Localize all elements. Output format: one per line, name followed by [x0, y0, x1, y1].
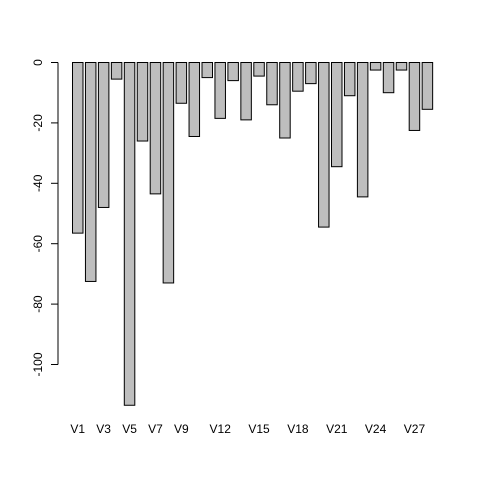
bar-v6 — [136, 62, 149, 142]
bar-v17 — [279, 62, 291, 139]
x-tick-label-v3: V3 — [96, 422, 111, 436]
bar-v11 — [201, 62, 213, 79]
x-tick-label-v27: V27 — [404, 422, 426, 436]
bar-v5 — [123, 62, 136, 406]
x-tick-label-v21: V21 — [326, 422, 348, 436]
x-tick-label-v7: V7 — [148, 422, 163, 436]
y-tick-label: -40 — [31, 174, 45, 192]
bar-v13 — [227, 62, 239, 82]
bar-v21 — [331, 62, 343, 168]
x-tick-label-v9: V9 — [174, 422, 189, 436]
bar-v4 — [110, 62, 123, 80]
bar-v16 — [266, 62, 278, 106]
bar-v15 — [253, 62, 265, 77]
bar-v10 — [188, 62, 201, 137]
y-tick-label: -80 — [31, 295, 45, 313]
bar-v14 — [240, 62, 252, 121]
bar-v28 — [421, 62, 434, 110]
bar-v12 — [214, 62, 226, 119]
x-tick-label-v5: V5 — [122, 422, 137, 436]
x-tick-label-v18: V18 — [287, 422, 309, 436]
bar-v25 — [382, 62, 395, 94]
bars — [72, 62, 434, 406]
y-axis: 0 -20 -40 -60 -80 -100 — [31, 59, 59, 377]
x-tick-label-v15: V15 — [248, 422, 270, 436]
y-tick-label: -100 — [31, 352, 45, 376]
y-tick-label: -60 — [31, 235, 45, 253]
bar-v19 — [305, 62, 317, 85]
bar-v8 — [162, 62, 175, 284]
bar-v9 — [175, 62, 188, 104]
bar-v2 — [84, 62, 97, 282]
bar-v7 — [149, 62, 162, 195]
y-tick-label: 0 — [31, 59, 45, 66]
bar-v1 — [72, 62, 84, 234]
bar-v24 — [369, 62, 382, 71]
bar-v26 — [395, 62, 408, 71]
x-axis-labels: V1 V3 V5 V7 V9 V12 V15 V18 V21 V24 V27 — [70, 422, 425, 436]
y-tick-label: -20 — [31, 114, 45, 132]
x-tick-label-v24: V24 — [365, 422, 387, 436]
x-tick-label-v1: V1 — [70, 422, 85, 436]
bar-v27 — [408, 62, 421, 131]
x-tick-label-v12: V12 — [210, 422, 232, 436]
bar-v22 — [343, 62, 356, 97]
bar-v18 — [292, 62, 304, 92]
bar-v20 — [318, 62, 330, 228]
bar-v23 — [356, 62, 369, 198]
bar-v3 — [97, 62, 110, 208]
